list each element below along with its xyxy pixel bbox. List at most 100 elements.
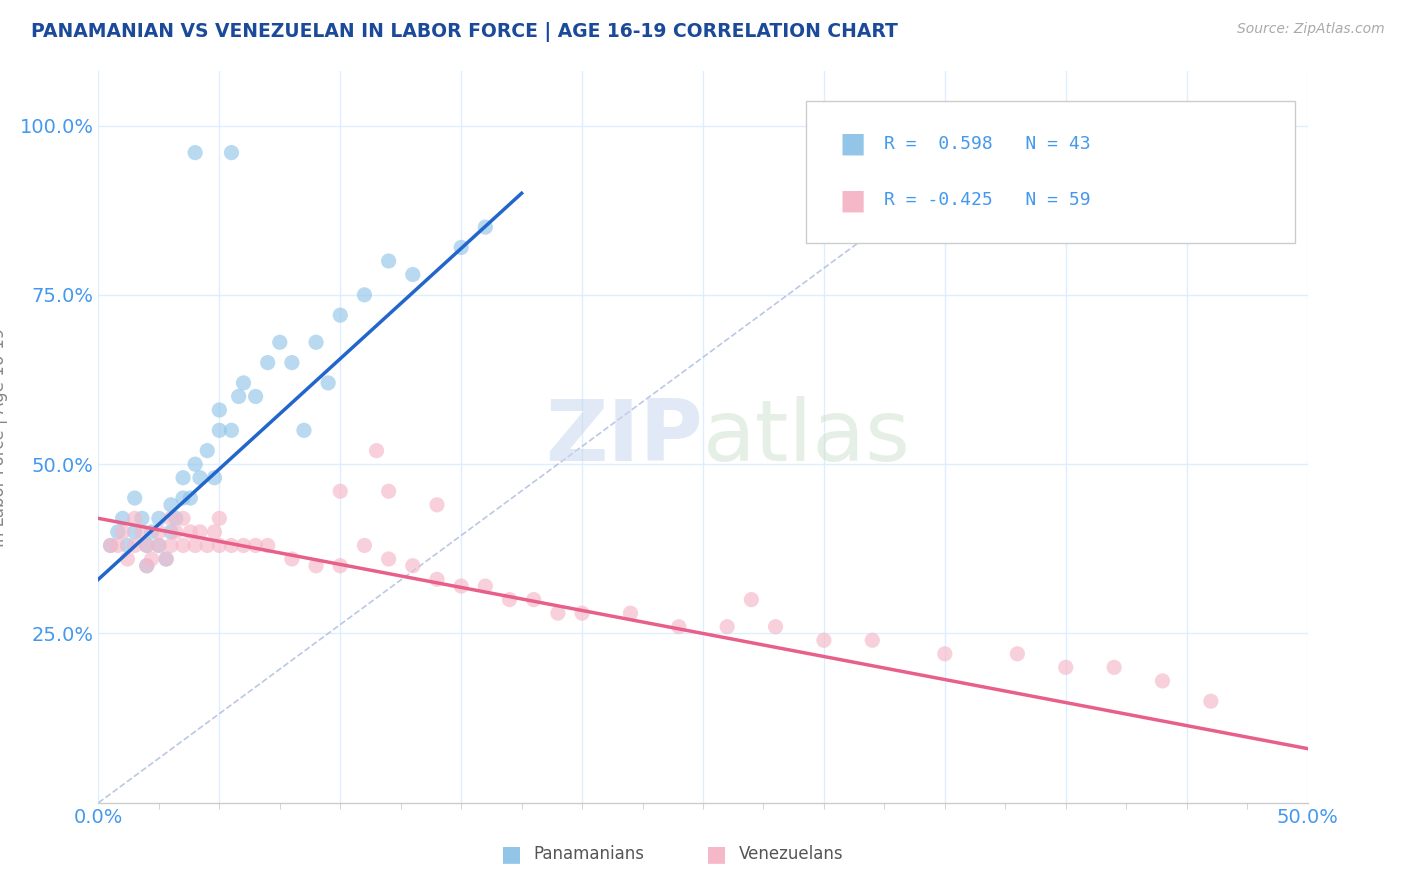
Point bbox=[232, 538, 254, 552]
Point bbox=[353, 288, 375, 302]
Point bbox=[124, 538, 146, 552]
Point bbox=[135, 558, 157, 573]
Point bbox=[474, 579, 496, 593]
Point bbox=[204, 524, 226, 539]
Point bbox=[124, 491, 146, 505]
Point bbox=[135, 558, 157, 573]
Point bbox=[377, 552, 399, 566]
Point bbox=[547, 606, 569, 620]
Point bbox=[1152, 673, 1174, 688]
Point bbox=[100, 538, 122, 552]
Point bbox=[124, 511, 146, 525]
Point bbox=[208, 511, 231, 525]
Point bbox=[165, 524, 187, 539]
Point bbox=[135, 538, 157, 552]
Point bbox=[305, 558, 328, 573]
Text: R =  0.598   N = 43: R = 0.598 N = 43 bbox=[884, 135, 1091, 153]
Point bbox=[107, 538, 129, 552]
Point bbox=[195, 538, 218, 552]
Text: PANAMANIAN VS VENEZUELAN IN LABOR FORCE | AGE 16-19 CORRELATION CHART: PANAMANIAN VS VENEZUELAN IN LABOR FORCE … bbox=[31, 22, 898, 42]
Point bbox=[160, 538, 183, 552]
Point bbox=[813, 633, 835, 648]
Point bbox=[107, 524, 129, 539]
Point bbox=[426, 498, 449, 512]
Point bbox=[131, 511, 153, 525]
Point bbox=[668, 620, 690, 634]
Point bbox=[172, 538, 194, 552]
Point bbox=[934, 647, 956, 661]
Point bbox=[148, 524, 170, 539]
Point bbox=[208, 403, 231, 417]
Point bbox=[172, 471, 194, 485]
Point bbox=[269, 335, 291, 350]
Point bbox=[160, 498, 183, 512]
Point bbox=[160, 524, 183, 539]
Text: Source: ZipAtlas.com: Source: ZipAtlas.com bbox=[1237, 22, 1385, 37]
Text: ■: ■ bbox=[706, 844, 727, 864]
Point bbox=[1007, 647, 1029, 661]
Point bbox=[141, 524, 163, 539]
Text: Venezuelans: Venezuelans bbox=[740, 845, 844, 863]
Point bbox=[221, 538, 243, 552]
Text: ■: ■ bbox=[839, 129, 866, 158]
Point bbox=[450, 579, 472, 593]
Point bbox=[111, 524, 134, 539]
Point bbox=[329, 308, 352, 322]
Point bbox=[172, 491, 194, 505]
Point bbox=[402, 268, 425, 282]
Text: ■: ■ bbox=[839, 186, 866, 214]
Text: atlas: atlas bbox=[703, 395, 911, 479]
Point bbox=[155, 552, 177, 566]
Point bbox=[377, 254, 399, 268]
Point bbox=[474, 220, 496, 235]
Point bbox=[131, 524, 153, 539]
Point bbox=[221, 145, 243, 160]
Point bbox=[716, 620, 738, 634]
Point bbox=[1102, 660, 1125, 674]
Point bbox=[402, 558, 425, 573]
Point bbox=[195, 443, 218, 458]
Point bbox=[366, 443, 388, 458]
Point bbox=[172, 511, 194, 525]
Point bbox=[523, 592, 546, 607]
Point bbox=[188, 471, 211, 485]
Point bbox=[141, 552, 163, 566]
Point bbox=[245, 389, 267, 403]
Point bbox=[353, 538, 375, 552]
Point bbox=[305, 335, 328, 350]
Point bbox=[256, 355, 278, 369]
Point bbox=[245, 538, 267, 552]
Point bbox=[329, 558, 352, 573]
Point bbox=[765, 620, 787, 634]
Point bbox=[148, 538, 170, 552]
Point bbox=[208, 538, 231, 552]
Point bbox=[188, 524, 211, 539]
Point bbox=[179, 491, 201, 505]
Point bbox=[256, 538, 278, 552]
Point bbox=[228, 389, 250, 403]
Point bbox=[740, 592, 762, 607]
Point bbox=[860, 633, 883, 648]
Y-axis label: In Labor Force | Age 16-19: In Labor Force | Age 16-19 bbox=[0, 327, 8, 547]
Text: R = -0.425   N = 59: R = -0.425 N = 59 bbox=[884, 191, 1091, 209]
Point bbox=[316, 376, 339, 390]
Point bbox=[111, 511, 134, 525]
Point bbox=[184, 145, 207, 160]
Point bbox=[179, 524, 201, 539]
Point bbox=[426, 572, 449, 586]
Text: ■: ■ bbox=[501, 844, 522, 864]
Point bbox=[377, 484, 399, 499]
Point bbox=[135, 538, 157, 552]
Point bbox=[208, 423, 231, 437]
Point bbox=[292, 423, 315, 437]
Text: Panamanians: Panamanians bbox=[534, 845, 645, 863]
Point bbox=[124, 524, 146, 539]
Point bbox=[117, 552, 139, 566]
Point bbox=[450, 240, 472, 254]
Point bbox=[117, 538, 139, 552]
Point bbox=[165, 511, 187, 525]
Point bbox=[281, 355, 304, 369]
Point bbox=[329, 484, 352, 499]
Point bbox=[221, 423, 243, 437]
Point bbox=[184, 538, 207, 552]
